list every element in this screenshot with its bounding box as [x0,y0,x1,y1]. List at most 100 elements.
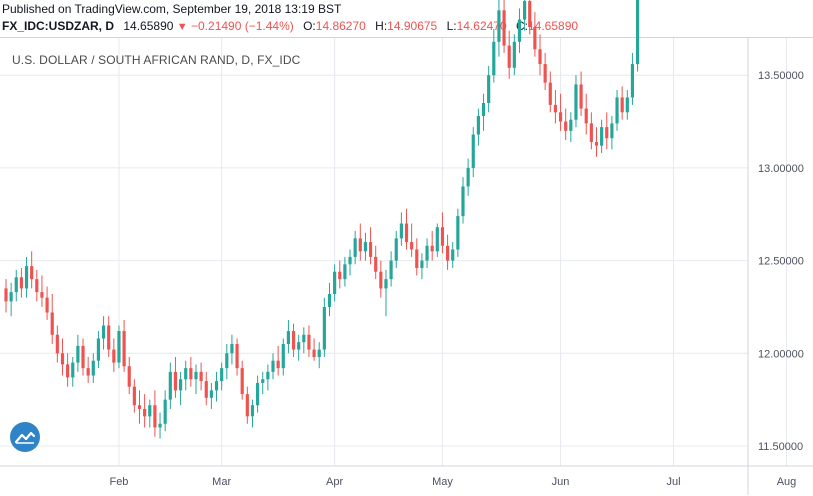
candle-body [45,297,49,313]
candle [281,338,285,376]
candle-body [184,368,188,380]
candle [317,342,321,369]
x-tick-label: Jun [552,476,570,488]
candle-body [24,266,29,289]
candle [235,338,239,376]
symbol-label: FX_IDC:USDZAR, D [2,19,115,33]
candle [312,338,316,361]
candle-body [584,108,588,124]
candle-body [55,334,59,354]
high-label: H: [375,19,388,33]
chart-frame [0,37,813,496]
candle-body [461,186,465,217]
candle [635,0,640,72]
candle [558,93,563,131]
published-caption: Published on TradingView.com, September … [2,2,342,16]
candle-body [610,123,614,139]
candle-body [569,119,573,131]
candle [112,338,116,372]
candle [343,256,347,287]
candle [389,251,393,287]
candle-body [286,331,291,345]
y-tick-label: 13.00000 [758,163,804,175]
candle-body [35,279,39,293]
candle [620,86,624,120]
candle-body [558,112,563,122]
open-label: O: [303,19,316,33]
candle-body [189,368,193,380]
x-tick-label: Aug [777,476,797,488]
candle-body [538,49,542,65]
candle [476,108,480,146]
close-value: 14.65890 [528,19,579,33]
candle-body [410,242,414,250]
x-tick-label: Mar [212,476,231,488]
candle-body [384,279,388,289]
candle-body [343,264,347,280]
candle [250,399,255,428]
candle [384,269,388,317]
candle-body [178,379,183,391]
candle-body [297,342,301,350]
candle [569,112,573,142]
candle-body [71,362,75,378]
candle [168,362,172,409]
candle-body [399,223,403,239]
candle [158,412,162,439]
tradingview-logo-icon[interactable] [10,422,40,452]
candle-body [240,368,244,395]
open-value: 14.86270 [315,19,366,33]
candle [209,382,213,409]
candle-body [481,103,486,116]
candle-body [420,260,424,269]
candle-body [132,386,136,406]
grid-lines [0,38,787,466]
candle-body [148,405,152,417]
x-tick-label: Feb [109,476,128,488]
candle-body [307,334,311,350]
candle [589,112,593,150]
y-tick-label: 13.50000 [758,70,804,82]
candle-body [363,242,368,252]
candle-body [50,312,54,335]
candle-body [127,366,131,387]
candle [625,90,629,120]
candle [358,223,362,261]
candle-body [574,84,578,120]
candle [584,93,588,135]
candle [266,364,270,391]
candle-body [564,121,568,131]
candle [9,282,13,317]
candle-body [96,338,101,361]
candle-body [271,360,275,372]
candle-body [281,344,285,369]
quote-header: FX_IDC:USDZAR, D 14.65890 ▼ −0.21490 (−1… [2,17,578,35]
candle-body [543,64,547,83]
candle-body [86,368,90,376]
candle-body [220,368,224,382]
candle [363,232,368,261]
candle [507,30,511,79]
candle [66,353,70,387]
candle-body [276,360,280,369]
candle-body [327,293,332,307]
candle [101,316,106,350]
candle [60,338,65,376]
candle [594,127,599,157]
candle [548,71,552,113]
candle [502,0,506,53]
low-label: L: [446,19,457,33]
candle [425,238,429,269]
candle [220,362,224,391]
candle-body [635,0,640,65]
candle [297,334,301,361]
candle-body [261,379,265,383]
candle [435,223,439,257]
candle [50,293,54,345]
candle-body [245,394,249,417]
candle-body [476,115,480,135]
candle [348,249,352,276]
candle-body [112,349,116,363]
candle [471,127,475,178]
